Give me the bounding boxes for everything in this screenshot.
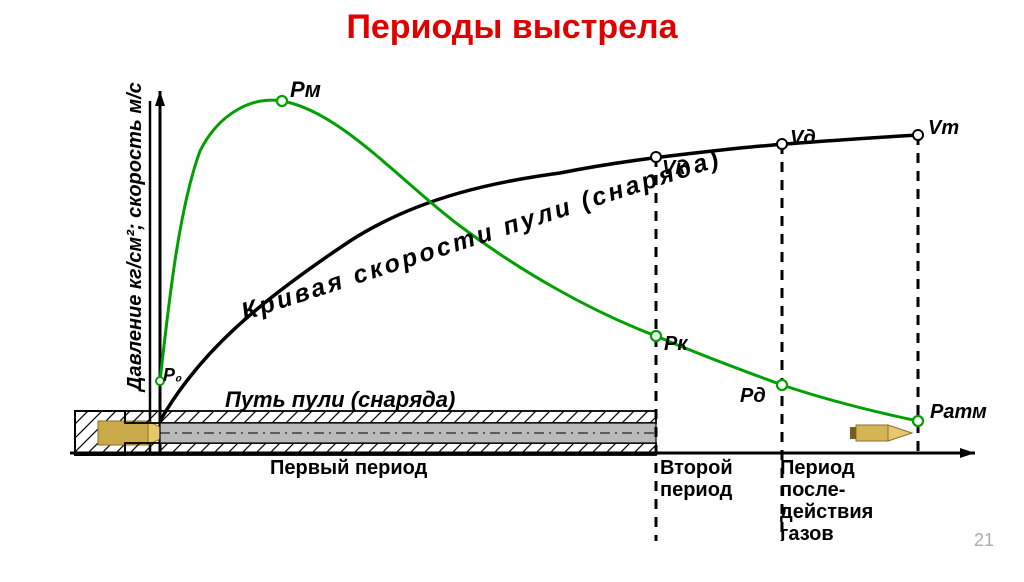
label-po: P₀ (163, 365, 182, 386)
period2-label: Второй период (660, 457, 733, 501)
point-pm (277, 96, 287, 106)
path-label: Путь пули (снаряда) (225, 387, 455, 413)
label-pd: Pд (740, 385, 766, 408)
point-vk (651, 152, 661, 162)
point-vm (913, 130, 923, 140)
x-axis-arrow (960, 448, 975, 458)
point-pd (777, 380, 787, 390)
label-pk: Pк (664, 333, 687, 356)
y-axis-arrow (155, 91, 165, 106)
period3-label: Период после- действия газов (780, 457, 873, 545)
point-pk (651, 331, 661, 341)
bullet (850, 425, 912, 441)
page-number: 21 (974, 530, 994, 551)
point-vd (777, 139, 787, 149)
page-title: Периоды выстрела (0, 8, 1024, 47)
label-vd: Vд (790, 127, 816, 150)
label-vk: Vк (662, 157, 685, 180)
label-pm: Pм (290, 77, 321, 103)
label-patm: Pатм (930, 401, 987, 424)
label-vm: Vm (928, 117, 959, 140)
period1-label: Первый период (270, 457, 427, 480)
point-patm (913, 416, 923, 426)
y-axis-label: Давление кг/см²; скорость м/с (124, 82, 147, 391)
chart: Давление кг/см²; скорость м/с Кривая ско… (0, 51, 1024, 571)
